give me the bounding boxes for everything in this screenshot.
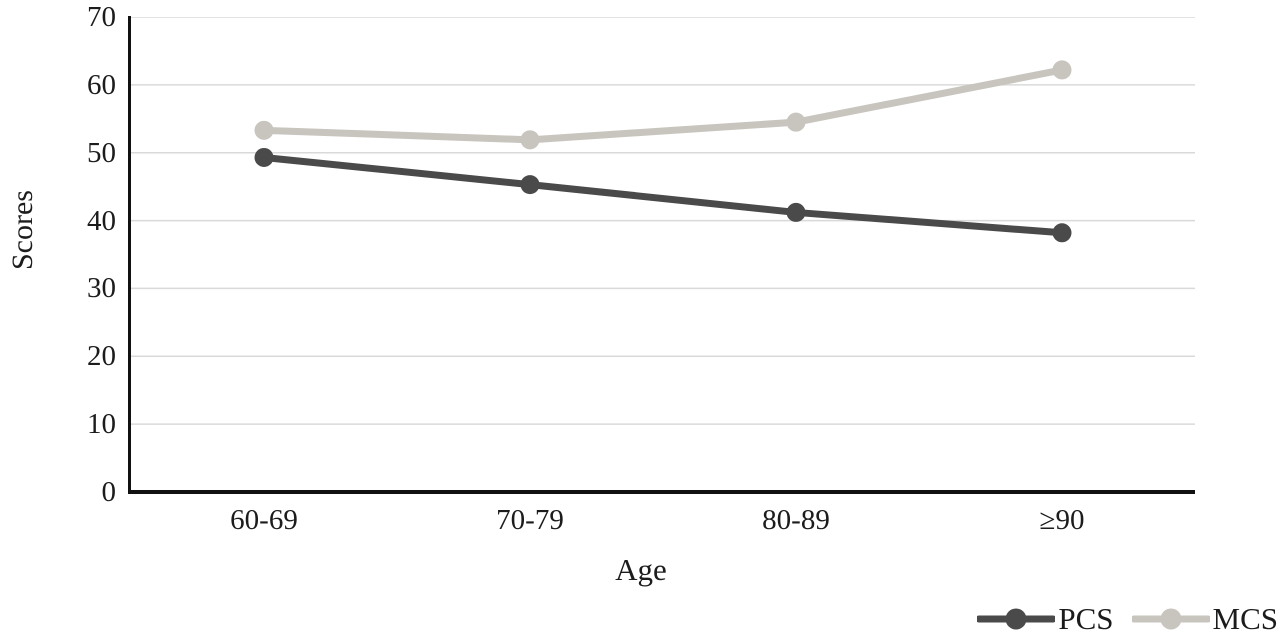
y-tick-label: 0 [101, 476, 117, 508]
legend-label: MCS [1212, 601, 1278, 636]
legend-item-mcs: MCS [1131, 601, 1278, 636]
x-tick-label: 60-69 [230, 504, 298, 536]
y-tick-label: 10 [87, 408, 116, 441]
data-point-pcs [520, 175, 540, 195]
data-point-pcs [1052, 223, 1072, 243]
y-tick-label: 60 [87, 68, 116, 101]
legend-swatch-icon [977, 608, 1056, 630]
chart-legend: PCS MCS [977, 602, 1278, 636]
y-tick-label: 50 [87, 136, 116, 169]
data-point-mcs [1052, 60, 1072, 80]
y-tick-label: 20 [87, 340, 116, 373]
legend-swatch-icon [1131, 608, 1210, 630]
y-tick-label: 30 [87, 272, 116, 305]
x-tick-label: 70-79 [496, 504, 564, 536]
data-point-mcs [520, 130, 540, 150]
data-point-mcs [786, 112, 806, 132]
data-point-mcs [254, 120, 274, 140]
x-axis-line [128, 490, 1195, 494]
y-tick-label: 40 [87, 204, 116, 237]
y-tick-label: 70 [87, 1, 116, 33]
data-point-pcs [786, 202, 806, 222]
x-tick-label: 80-89 [762, 504, 830, 536]
series-line-mcs [260, 66, 1066, 144]
y-axis-line [128, 16, 131, 493]
y-axis-title: Scores [6, 190, 39, 270]
legend-label: PCS [1058, 601, 1114, 636]
legend-item-pcs: PCS [977, 601, 1114, 636]
plot-area [131, 17, 1195, 425]
x-tick-label: ≥90 [1039, 504, 1085, 536]
x-axis-title: Age [615, 552, 667, 587]
data-point-pcs [254, 147, 274, 167]
series-line-pcs [260, 153, 1066, 237]
